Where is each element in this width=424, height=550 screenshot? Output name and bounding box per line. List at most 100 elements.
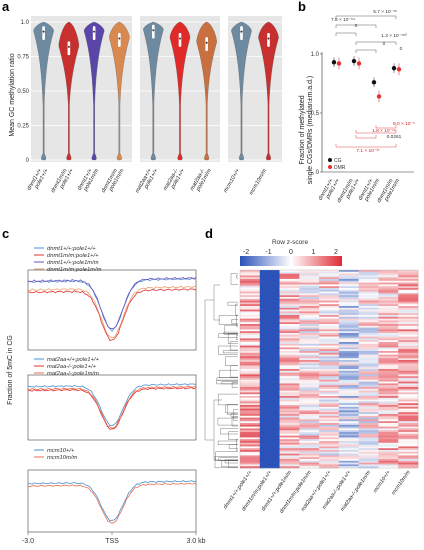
chart-d-heatmap-cell [398,365,419,368]
chart-a-ytick: 0.75 [17,55,29,61]
chart-d-heatmap-cell [398,423,419,426]
chart-d-heatmap-cell [299,361,320,364]
chart-d-heatmap-cell [299,351,320,354]
chart-d-heatmap-cell [378,414,399,417]
chart-b-cg-point [371,80,377,85]
chart-d-heatmap-cell [358,426,379,429]
chart-d-heatmap-cell [378,394,399,397]
chart-d-heatmap-cell [319,342,340,345]
chart-d-heatmap-cell [319,358,340,361]
chart-d-heatmap-cell [358,358,379,361]
chart-d-heatmap-cell [240,408,261,411]
chart-d-heatmap-cell [319,271,340,274]
chart-d-heatmap-cell [279,450,300,453]
chart-d-heatmap-cell [259,462,280,465]
chart-d-heatmap-cell [240,273,261,276]
chart-d-heatmap-cell [279,372,300,375]
chart-d-heatmap-cell [338,396,359,399]
chart-d-heatmap-cell [299,417,320,420]
chart-d-heatmap-cell [240,378,261,381]
chart-d-heatmap-cell [398,417,419,420]
chart-d-heatmap-cell [259,338,280,341]
chart-d-heatmap-cell [240,320,261,323]
chart-d-heatmap-cell [299,352,320,355]
chart-d-heatmap-cell [240,367,261,370]
chart-d-heatmap-cell [279,358,300,361]
chart-d-heatmap-cell [378,352,399,355]
chart-d-heatmap-cell [259,419,280,422]
chart-d-heatmap-cell [240,358,261,361]
chart-d-heatmap-cell [378,286,399,289]
chart-b-bracket [335,32,357,36]
chart-d-heatmap-cell [358,275,379,278]
chart-d-heatmap-cell [358,410,379,413]
chart-d-heatmap-cell [319,466,340,469]
chart-d-heatmap-cell [378,280,399,283]
chart-d-heatmap-cell [378,358,399,361]
chart-d-heatmap-cell [358,325,379,328]
chart-d-heatmap-cell [299,405,320,408]
chart-d-heatmap-cell [299,412,320,415]
chart-d-heatmap-cell [358,327,379,330]
chart-d-heatmap-cell [378,304,399,307]
chart-d-heatmap-cell [240,309,261,312]
chart-d-heatmap-cell [378,322,399,325]
chart-d-heatmap-cell [299,309,320,312]
chart-d-heatmap-cell [378,387,399,390]
chart-d-heatmap-cell [338,304,359,307]
chart-b-ylabel-2: single CGs/DMRs (median±m.a.d.) [307,76,314,184]
chart-d-heatmap-cell [259,363,280,366]
chart-d-heatmap-cell [299,293,320,296]
chart-d-heatmap-cell [398,397,419,400]
chart-d-heatmap-cell [319,345,340,348]
chart-d-heatmap-cell [299,271,320,274]
chart-d-heatmap-cell [279,345,300,348]
chart-d-heatmap-cell [299,397,320,400]
chart-d-heatmap-cell [338,340,359,343]
chart-d-heatmap-cell [299,432,320,435]
chart-d-heatmap-cell [378,365,399,368]
chart-d-heatmap-cell [398,376,419,379]
chart-d-heatmap-cell [398,343,419,346]
chart-a-violin-median [240,30,243,33]
chart-d-heatmap-cell [358,331,379,334]
chart-d-heatmap-cell [319,322,340,325]
chart-d-heatmap-cell [299,459,320,462]
chart-d-heatmap-cell [358,338,379,341]
chart-d-heatmap-cell [378,271,399,274]
chart-d-heatmap-cell [338,343,359,346]
chart-d-heatmap-cell [378,277,399,280]
chart-d-heatmap-cell [299,286,320,289]
chart-a-violin [258,21,279,161]
chart-d-heatmap-cell [358,352,379,355]
chart-d-heatmap-cell [398,304,419,307]
chart-d-heatmap-cell [338,336,359,339]
chart-d-heatmap-cell [259,374,280,377]
chart-c-xtick: 3.0 kb [186,538,205,545]
chart-d-heatmap-cell [240,464,261,467]
chart-d-heatmap-cell [279,270,300,273]
chart-d-heatmap-cell [299,464,320,467]
chart-d-heatmap-cell [358,415,379,418]
chart-d-heatmap-cell [398,446,419,449]
chart-d-heatmap-cell [279,354,300,357]
chart-d-heatmap-cell [378,379,399,382]
chart-d-heatmap-cell [319,356,340,359]
chart-d-heatmap-cell [299,306,320,309]
chart-d-heatmap-cell [378,333,399,336]
chart-d-heatmap-cell [398,318,419,321]
chart-d-heatmap-cell [358,421,379,424]
chart-d-heatmap-cell [279,441,300,444]
chart-d-heatmap-cell [240,455,261,458]
chart-d-heatmap-cell [398,329,419,332]
chart-d-heatmap-cell [299,426,320,429]
chart-d-heatmap-cell [279,273,300,276]
chart-d-heatmap-cell [319,347,340,350]
chart-d-heatmap-cell [299,316,320,319]
chart-d-heatmap-cell [358,441,379,444]
chart-d-heatmap-cell [319,365,340,368]
chart-d-colorbar-tick: 0 [289,249,293,256]
chart-d-heatmap-cell [299,270,320,273]
chart-d-heatmap-cell [279,446,300,449]
chart-d-heatmap-cell [299,374,320,377]
